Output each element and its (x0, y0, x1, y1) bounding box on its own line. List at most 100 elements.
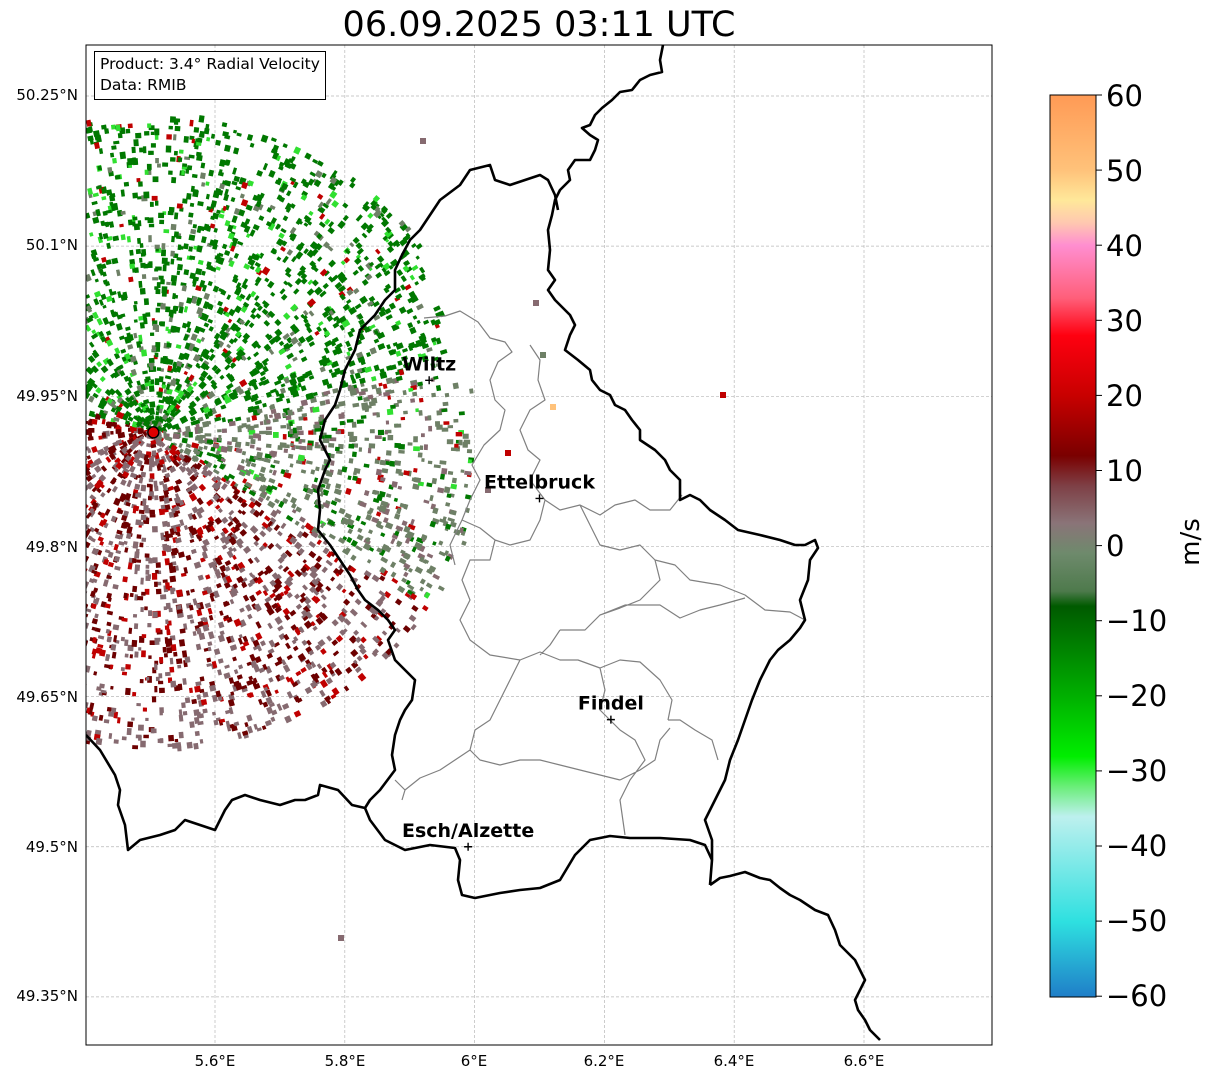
velocity-echo-pixel (212, 464, 218, 469)
velocity-echo-pixel (164, 625, 170, 630)
velocity-echo-pixel (138, 280, 143, 288)
velocity-echo-pixel (250, 636, 255, 643)
velocity-echo-pixel (199, 390, 208, 399)
velocity-echo-pixel (152, 526, 158, 533)
velocity-echo-pixel (155, 411, 160, 416)
velocity-echo-pixel (375, 208, 381, 215)
velocity-echo-pixel (177, 664, 182, 669)
velocity-echo-pixel (131, 717, 135, 721)
velocity-echo-pixel (188, 687, 194, 694)
velocity-echo-pixel (133, 304, 138, 312)
city-label: Findel (578, 693, 644, 715)
velocity-echo-pixel (368, 507, 374, 514)
velocity-echo-pixel (373, 489, 380, 495)
velocity-echo-pixel (115, 549, 122, 555)
velocity-echo-pixel (254, 476, 261, 482)
velocity-echo-pixel (256, 408, 263, 414)
velocity-echo-pixel (141, 650, 146, 658)
velocity-echo-pixel (264, 596, 272, 603)
velocity-echo-pixel (300, 313, 305, 319)
velocity-echo-pixel (319, 491, 325, 497)
velocity-echo-pixel (385, 546, 392, 553)
velocity-echo-pixel (189, 721, 195, 728)
velocity-echo-pixel (345, 666, 353, 674)
velocity-echo-pixel (449, 509, 457, 516)
velocity-echo-pixel (416, 303, 424, 311)
velocity-echo-pixel (285, 444, 290, 449)
velocity-echo-pixel (202, 624, 210, 632)
velocity-echo-pixel (395, 525, 404, 532)
velocity-echo-pixel (310, 264, 317, 271)
velocity-echo-pixel (186, 614, 194, 620)
velocity-echo-pixel (147, 217, 154, 224)
velocity-echo-pixel (99, 450, 106, 456)
velocity-echo-pixel (100, 335, 107, 343)
velocity-echo-pixel (270, 485, 278, 491)
velocity-echo-pixel (189, 531, 195, 539)
velocity-echo-pixel (302, 180, 310, 189)
velocity-echo-pixel (422, 535, 428, 541)
velocity-echo-pixel (232, 274, 239, 280)
velocity-echo-pixel (134, 564, 141, 571)
velocity-echo-pixel (223, 306, 229, 313)
velocity-echo-pixel (111, 257, 119, 265)
velocity-echo-pixel (139, 678, 144, 684)
velocity-echo-pixel (208, 614, 214, 621)
velocity-echo-pixel (373, 329, 379, 335)
velocity-echo-pixel (132, 415, 141, 422)
velocity-echo-pixel (368, 295, 376, 303)
velocity-echo-pixel (218, 252, 224, 257)
velocity-echo-pixel (421, 458, 425, 463)
velocity-echo-pixel (232, 656, 237, 662)
velocity-echo-pixel (109, 221, 115, 228)
velocity-echo-pixel (215, 450, 221, 456)
velocity-echo-pixel (242, 594, 250, 602)
velocity-echo-pixel (190, 588, 195, 593)
velocity-echo-pixel (226, 343, 232, 349)
velocity-echo-pixel (105, 628, 110, 634)
velocity-echo-pixel (206, 261, 212, 267)
velocity-echo-pixel (291, 639, 297, 645)
velocity-echo-pixel (108, 288, 114, 296)
velocity-echo-pixel (237, 637, 244, 645)
velocity-echo-pixel (282, 607, 291, 616)
velocity-echo-pixel (233, 618, 242, 627)
velocity-echo-pixel (267, 310, 276, 319)
velocity-echo-pixel (213, 227, 218, 233)
velocity-echo-pixel (451, 477, 457, 484)
velocity-echo-pixel (94, 278, 99, 283)
velocity-echo-pixel (294, 593, 301, 600)
velocity-echo-pixel (173, 294, 179, 299)
velocity-echo-pixel (95, 386, 102, 394)
velocity-echo-pixel (181, 389, 189, 395)
velocity-echo-pixel (151, 195, 158, 201)
velocity-echo-pixel (120, 636, 125, 642)
velocity-echo-pixel (139, 243, 144, 248)
colorbar-tick: −10 (1106, 604, 1168, 638)
velocity-echo-pixel (226, 724, 232, 732)
velocity-echo-pixel (101, 432, 107, 438)
velocity-echo-pixel (91, 473, 97, 479)
velocity-echo-pixel (302, 309, 309, 316)
velocity-echo-pixel (166, 342, 172, 348)
velocity-echo-pixel (253, 433, 260, 439)
velocity-echo-pixel (272, 587, 279, 594)
velocity-echo-pixel (400, 416, 406, 421)
velocity-echo-pixel (328, 276, 335, 283)
velocity-echo-pixel (432, 356, 439, 362)
velocity-echo-pixel (300, 356, 308, 363)
velocity-echo-pixel (160, 303, 166, 310)
velocity-echo-pixel (247, 557, 254, 565)
velocity-echo-pixel (286, 281, 293, 288)
velocity-echo-pixel (224, 219, 231, 227)
velocity-echo-pixel (387, 394, 392, 400)
velocity-echo-pixel (215, 139, 221, 146)
velocity-echo-pixel (276, 238, 284, 247)
velocity-echo-pixel (346, 536, 353, 544)
velocity-echo-pixel (149, 201, 154, 207)
velocity-echo-pixel (200, 699, 208, 706)
velocity-echo-pixel (289, 536, 298, 545)
velocity-echo-pixel (208, 325, 214, 332)
velocity-echo-pixel (133, 319, 138, 323)
velocity-echo-pixel (353, 659, 358, 665)
